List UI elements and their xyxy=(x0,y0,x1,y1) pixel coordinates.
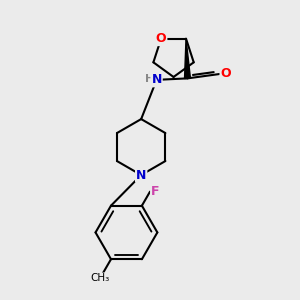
Text: F: F xyxy=(151,185,160,198)
Text: N: N xyxy=(152,73,162,86)
Text: N: N xyxy=(136,169,146,182)
Text: O: O xyxy=(156,32,167,45)
Text: O: O xyxy=(220,68,231,80)
Text: CH₃: CH₃ xyxy=(90,273,110,283)
Polygon shape xyxy=(184,39,190,79)
Text: H: H xyxy=(146,74,155,84)
